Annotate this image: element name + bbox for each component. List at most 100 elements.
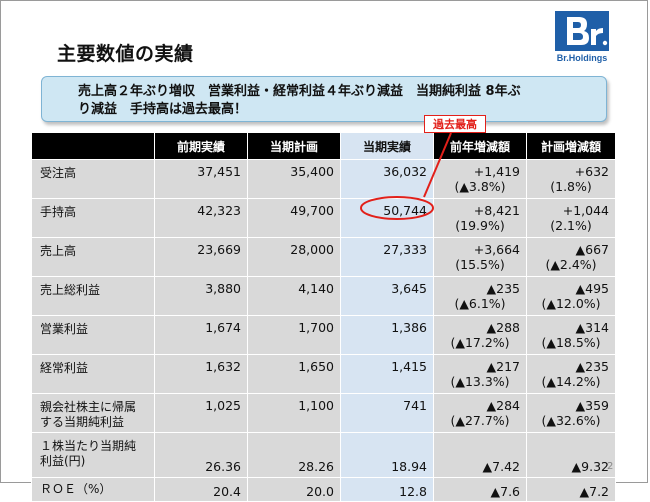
cell-vs-plan-value: ▲495 [575,281,609,296]
cell-yoy-value: ▲217 [486,359,520,374]
cell-yoy: ▲288 (▲17.2%) [433,315,527,355]
cell-prev: 1,632 [154,354,248,394]
cell-yoy-value: +3,664 [473,242,520,257]
table-row: 売上総利益 3,880 4,140 3,645 ▲235 (▲6.1%) ▲495… [31,276,616,316]
record-high-callout: 過去最高 [424,115,486,133]
cell-vs-plan-pct: (▲2.4%) [545,257,597,272]
cell-plan: 1,700 [247,315,341,355]
table-row: １株当たり当期純 利益(円) 26.36 28.26 18.94 ▲7.42 ▲9… [31,432,616,478]
cell-plan: 4,140 [247,276,341,316]
cell-plan: 35,400 [247,159,341,199]
column-header-yoy: 前年増減額 [433,132,527,160]
cell-yoy-pct: (▲6.1%) [454,296,506,311]
column-header-vs-plan: 計画増減額 [526,132,616,160]
cell-yoy: ▲7.6 [433,477,527,502]
cell-actual: 1,415 [340,354,434,394]
cell-plan: 20.0 [247,477,341,502]
row-label-line-2: 利益(円) [40,454,86,468]
cell-vs-plan-pct: (▲14.2%) [541,374,601,389]
row-label: 手持高 [31,198,155,238]
logo-text: Br.Holdings [556,53,608,63]
cell-vs-plan: ▲495 (▲12.0%) [526,276,616,316]
cell-prev: 23,669 [154,237,248,277]
table-row: 手持高 42,323 49,700 50,744 +8,421 (19.9%) +… [31,198,616,238]
row-label: 売上総利益 [31,276,155,316]
cell-vs-plan-pct: (▲18.5%) [541,335,601,350]
cell-vs-plan-value: ▲667 [575,242,609,257]
row-label: 受注高 [31,159,155,199]
company-logo: Br.Holdings [551,9,613,67]
cell-actual: 36,032 [340,159,434,199]
results-table: 前期実績 当期計画 当期実績 前年増減額 計画増減額 受注高 37,451 35… [31,132,616,502]
cell-vs-plan-pct: (▲12.0%) [541,296,601,311]
cell-plan: 1,650 [247,354,341,394]
cell-prev: 20.4 [154,477,248,502]
cell-vs-plan-value: +1,044 [562,203,609,218]
table-header-row: 前期実績 当期計画 当期実績 前年増減額 計画増減額 [31,132,616,160]
cell-prev: 42,323 [154,198,248,238]
cell-yoy-value: ▲235 [486,281,520,296]
cell-plan: 28,000 [247,237,341,277]
cell-vs-plan: ▲235 (▲14.2%) [526,354,616,394]
column-header-actual: 当期実績 [340,132,434,160]
column-header-prev: 前期実績 [154,132,248,160]
page-title: 主要数値の実績 [57,43,194,65]
cell-prev: 1,674 [154,315,248,355]
cell-actual: 741 [340,393,434,433]
cell-vs-plan: ▲7.2 [526,477,616,502]
cell-prev: 26.36 [154,432,248,478]
cell-actual: 3,645 [340,276,434,316]
cell-vs-plan-pct: (▲32.6%) [541,413,601,428]
row-label: ＲＯＥ（%） [31,477,155,502]
cell-vs-plan: ▲9.32 [526,432,616,478]
row-label: 親会社株主に帰属 する当期純利益 [31,393,155,433]
cell-actual: 18.94 [340,432,434,478]
cell-prev: 3,880 [154,276,248,316]
cell-yoy-pct: (▲17.2%) [450,335,510,350]
cell-actual-highlight: 50,744 [340,198,434,238]
cell-plan: 28.26 [247,432,341,478]
cell-yoy-pct: (▲3.8%) [454,179,506,194]
cell-vs-plan: ▲667 (▲2.4%) [526,237,616,277]
cell-yoy-value: +8,421 [473,203,520,218]
cell-vs-plan-value: ▲359 [575,398,609,413]
cell-yoy: ▲7.42 [433,432,527,478]
cell-yoy-pct: (▲13.3%) [450,374,510,389]
table-row: 受注高 37,451 35,400 36,032 +1,419 (▲3.8%) +… [31,159,616,199]
summary-line-1: 売上高２年ぶり増収 営業利益・経常利益４年ぶり減益 当期純利益 8年ぶ [78,84,521,99]
cell-vs-plan: ▲359 (▲32.6%) [526,393,616,433]
cell-yoy: +1,419 (▲3.8%) [433,159,527,199]
cell-yoy: +3,664 (15.5%) [433,237,527,277]
table-row: ＲＯＥ（%） 20.4 20.0 12.8 ▲7.6 ▲7.2 [31,477,616,502]
cell-yoy-value: ▲284 [486,398,520,413]
cell-prev: 1,025 [154,393,248,433]
cell-vs-plan: ▲314 (▲18.5%) [526,315,616,355]
row-label: 営業利益 [31,315,155,355]
cell-yoy: ▲217 (▲13.3%) [433,354,527,394]
cell-plan: 49,700 [247,198,341,238]
row-label-line-1: 親会社株主に帰属 [40,400,137,414]
cell-actual: 1,386 [340,315,434,355]
cell-yoy-value: +1,419 [473,164,520,179]
summary-line-2: り減益 手持高は過去最高！ [78,102,248,117]
building-logo-icon [551,9,613,53]
row-label-line-2: する当期純利益 [40,415,125,429]
column-header-plan: 当期計画 [247,132,341,160]
cell-vs-plan-value: +632 [574,164,609,179]
cell-yoy-value: ▲288 [486,320,520,335]
row-label-line-1: １株当たり当期純 [40,439,137,453]
cell-yoy: ▲235 (▲6.1%) [433,276,527,316]
table-row: 親会社株主に帰属 する当期純利益 1,025 1,100 741 ▲284 (▲27… [31,393,616,433]
cell-yoy-pct: (▲27.7%) [450,413,510,428]
cell-yoy: ▲284 (▲27.7%) [433,393,527,433]
cell-actual: 27,333 [340,237,434,277]
cell-actual: 12.8 [340,477,434,502]
cell-vs-plan: +632 (1.8%) [526,159,616,199]
row-label: 経常利益 [31,354,155,394]
cell-plan: 1,100 [247,393,341,433]
cell-prev: 37,451 [154,159,248,199]
table-row: 売上高 23,669 28,000 27,333 +3,664 (15.5%) ▲… [31,237,616,277]
cell-vs-plan-pct: (2.1%) [550,218,592,233]
table-row: 営業利益 1,674 1,700 1,386 ▲288 (▲17.2%) ▲314… [31,315,616,355]
summary-box: 売上高２年ぶり増収 営業利益・経常利益４年ぶり減益 当期純利益 8年ぶ り減益 … [41,76,607,122]
